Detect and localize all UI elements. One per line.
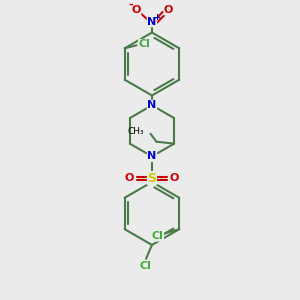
Text: +: + bbox=[153, 13, 161, 22]
Text: N: N bbox=[147, 100, 157, 110]
Text: Cl: Cl bbox=[138, 39, 150, 49]
Text: -: - bbox=[128, 0, 133, 10]
Text: Cl: Cl bbox=[139, 261, 151, 271]
Text: O: O bbox=[170, 173, 179, 183]
Text: Cl: Cl bbox=[152, 231, 164, 241]
Text: S: S bbox=[148, 172, 157, 184]
Text: CH₃: CH₃ bbox=[128, 127, 145, 136]
Text: N: N bbox=[147, 152, 157, 161]
Text: O: O bbox=[131, 5, 141, 15]
Text: O: O bbox=[125, 173, 134, 183]
Text: O: O bbox=[164, 5, 173, 15]
Text: N: N bbox=[147, 17, 157, 27]
